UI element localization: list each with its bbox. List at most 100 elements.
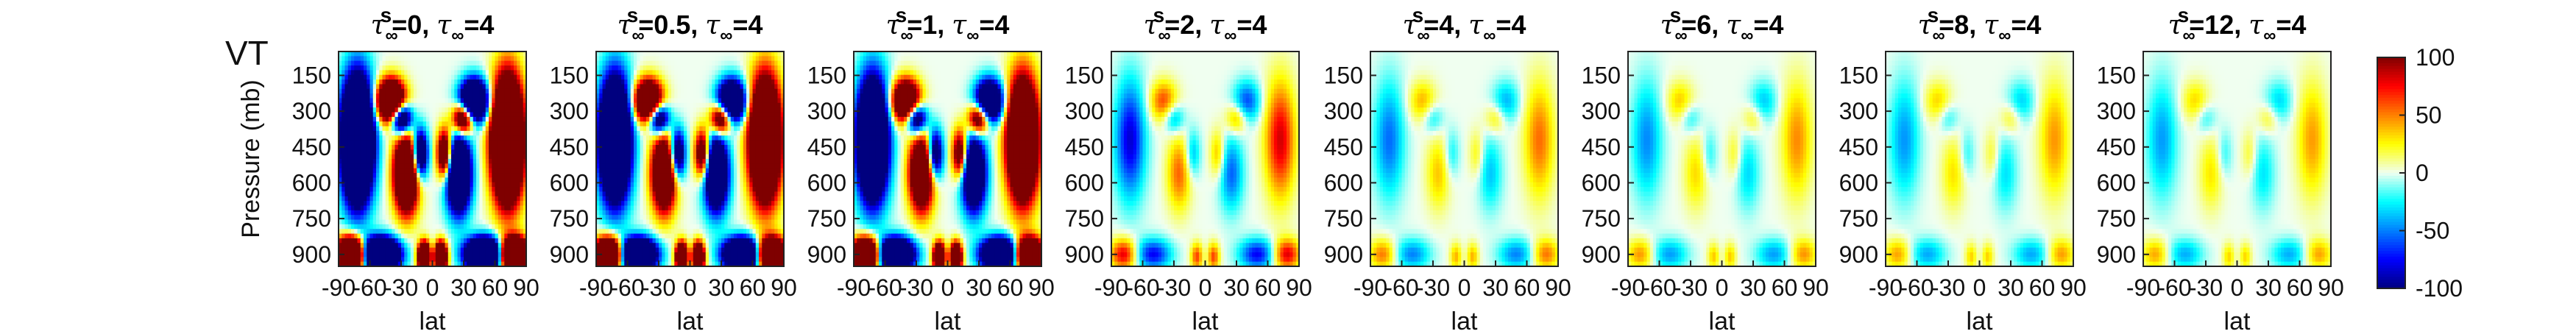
heatmap-cell	[618, 89, 622, 94]
heatmap-cell	[753, 98, 757, 103]
heatmap-cell	[504, 224, 508, 230]
heatmap-cell	[749, 103, 753, 108]
heatmap-cell	[342, 56, 345, 61]
heatmap-cell	[473, 248, 477, 253]
heatmap-cell	[671, 51, 675, 57]
heatmap-cell	[454, 257, 458, 262]
heatmap-cell	[715, 215, 719, 220]
heatmap-cell	[495, 113, 499, 118]
heatmap-cell	[392, 70, 395, 75]
heatmap-cell	[404, 243, 408, 248]
heatmap-cell	[778, 215, 782, 220]
heatmap-cell	[606, 205, 609, 210]
heatmap-cell	[364, 103, 367, 108]
heatmap-cell	[690, 210, 694, 216]
heatmap-cell	[367, 84, 370, 89]
heatmap-cell	[504, 107, 508, 113]
heatmap-cell	[458, 210, 461, 216]
heatmap-cell	[420, 131, 424, 136]
heatmap-cell	[426, 113, 430, 118]
heatmap-cell	[348, 145, 352, 150]
heatmap-cell	[706, 149, 710, 154]
heatmap-cell	[439, 168, 442, 174]
heatmap-cell	[511, 191, 514, 196]
heatmap-cell	[454, 177, 458, 182]
heatmap-cell	[473, 177, 477, 182]
heatmap-cell	[774, 145, 778, 150]
heatmap-cell	[662, 205, 665, 210]
heatmap-cell	[653, 215, 657, 220]
heatmap-cell	[504, 234, 508, 239]
heatmap-cell	[411, 215, 414, 220]
heatmap-cell	[476, 113, 480, 118]
heatmap-cell	[439, 93, 442, 99]
heatmap-cell	[498, 107, 502, 113]
heatmap-cell	[706, 113, 710, 118]
heatmap-cell	[461, 65, 464, 71]
heatmap-cell	[684, 215, 687, 220]
heatmap-cell	[483, 224, 486, 230]
heatmap-cell	[414, 210, 417, 216]
heatmap-cell	[342, 187, 345, 192]
heatmap-cell	[618, 121, 622, 127]
heatmap-cell	[442, 51, 445, 57]
heatmap-cell	[429, 141, 433, 146]
heatmap-cell	[728, 168, 732, 174]
heatmap-cell	[504, 163, 508, 168]
heatmap-cell	[693, 93, 697, 99]
heatmap-cell	[383, 89, 386, 94]
heatmap-cell	[706, 131, 710, 136]
heatmap-cell	[665, 168, 669, 174]
heatmap-cell	[668, 149, 672, 154]
heatmap-cell	[392, 224, 395, 230]
heatmap-cell	[631, 196, 634, 202]
heatmap-cell	[696, 103, 700, 108]
heatmap-cell	[712, 131, 715, 136]
heatmap-cell	[615, 107, 619, 113]
heatmap-cell	[671, 201, 675, 206]
heatmap-cell	[364, 75, 367, 80]
heatmap-cell	[684, 61, 687, 66]
heatmap-cell	[458, 182, 461, 188]
heatmap-cell	[674, 205, 678, 210]
heatmap-cell	[451, 238, 455, 244]
heatmap-cell	[361, 135, 364, 141]
heatmap-cell	[414, 149, 417, 154]
heatmap-cell	[392, 117, 395, 122]
heatmap-cell	[728, 215, 732, 220]
heatmap-cell	[364, 229, 367, 234]
heatmap-cell	[721, 168, 725, 174]
heatmap-cell	[454, 201, 458, 206]
heatmap-cell	[351, 159, 355, 164]
heatmap-cell	[433, 224, 436, 230]
heatmap-cell	[612, 131, 615, 136]
heatmap-cell	[358, 89, 361, 94]
heatmap-cell	[520, 135, 524, 141]
heatmap-cell	[345, 103, 349, 108]
heatmap-cell	[401, 182, 405, 188]
heatmap-cell	[423, 51, 427, 57]
heatmap-cell	[649, 117, 653, 122]
heatmap-cell	[473, 107, 477, 113]
heatmap-cell	[762, 131, 765, 136]
panels: τ∞s=0, τ∞=4150300450600750900-90-60-30 0 3…	[237, 4, 2344, 334]
heatmap-cell	[386, 238, 389, 244]
heatmap-cell	[501, 149, 505, 154]
heatmap-cell	[398, 84, 402, 89]
heatmap-cell	[492, 173, 495, 178]
heatmap-cell	[354, 252, 358, 257]
heatmap-cell	[423, 168, 427, 174]
heatmap-cell	[351, 154, 355, 160]
heatmap-cell	[348, 220, 352, 225]
heatmap-cell	[653, 65, 657, 71]
heatmap-cell	[389, 163, 392, 168]
heatmap-cell	[615, 61, 619, 66]
heatmap-cell	[358, 141, 361, 146]
heatmap-cell	[771, 84, 775, 89]
heatmap-cell	[454, 70, 458, 75]
heatmap-cell	[693, 103, 697, 108]
heatmap-cell	[361, 215, 364, 220]
heatmap-cell	[423, 149, 427, 154]
heatmap-cell	[370, 220, 374, 225]
heatmap-cell	[473, 196, 477, 202]
